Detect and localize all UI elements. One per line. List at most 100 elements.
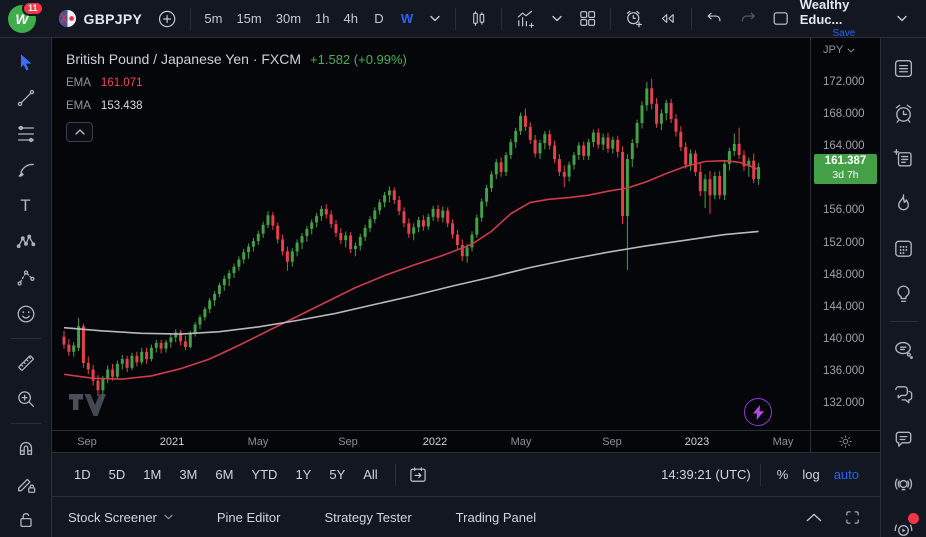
broadcasts-button[interactable] (881, 507, 926, 537)
range-1Y[interactable]: 1Y (295, 467, 312, 482)
fullscreen-button[interactable] (841, 506, 864, 529)
candle (232, 266, 236, 274)
compare-add-symbol-button[interactable] (150, 5, 184, 33)
candle (266, 215, 270, 225)
range-5D[interactable]: 5D (108, 467, 126, 482)
economic-calendar-button[interactable] (881, 226, 926, 271)
ema-legend-row[interactable]: EMA 153.438 (66, 98, 407, 113)
tab-strategy-tester[interactable]: Strategy Tester (324, 510, 411, 525)
candle (436, 208, 440, 218)
interval-4h[interactable]: 4h (343, 11, 358, 26)
create-alert-button[interactable] (617, 5, 651, 33)
my-ideas-button[interactable] (881, 327, 926, 372)
drawing-mode-lock-button[interactable] (8, 466, 44, 502)
redo-button[interactable] (731, 5, 764, 33)
ema-label: EMA (66, 76, 91, 89)
interval-5m[interactable]: 5m (204, 11, 223, 26)
tab-trading-panel[interactable]: Trading Panel (456, 510, 536, 525)
time-label: May (772, 435, 794, 448)
layout-dropdown-button[interactable] (888, 5, 916, 33)
expand-panel-button[interactable] (803, 510, 825, 525)
quick-action-lightning-button[interactable] (744, 398, 772, 426)
layout-name-menu[interactable]: Wealthy Educ... Save (800, 0, 888, 39)
chart-settings-cell[interactable] (810, 431, 880, 452)
range-buttons: 1D 5D 1M 3M 6M YTD 1Y 5Y All (66, 463, 386, 486)
ema-legend-row[interactable]: EMA 161.071 (66, 75, 407, 90)
indicator-templates-button[interactable] (543, 5, 571, 33)
axis-currency-label[interactable]: JPY (823, 44, 855, 56)
go-to-date-button[interactable] (405, 462, 431, 488)
projection-tool-button[interactable] (8, 260, 44, 296)
private-chats-button[interactable] (881, 417, 926, 462)
range-5Y[interactable]: 5Y (329, 467, 346, 482)
clock-utc[interactable]: 14:39:21 (UTC) (661, 467, 751, 482)
layout-square-icon (774, 12, 789, 25)
symbol-title-row[interactable]: British Pound / Japanese Yen · FXCM +1.5… (66, 51, 407, 67)
undo-button[interactable] (698, 5, 731, 33)
live-notification-dot (907, 513, 919, 524)
interval-D[interactable]: D (374, 11, 384, 26)
indicators-button[interactable] (508, 5, 542, 33)
range-All[interactable]: All (363, 467, 378, 482)
interval-15m[interactable]: 15m (236, 11, 262, 26)
interval-dropdown-button[interactable] (421, 5, 449, 33)
log-scale-button[interactable]: log (802, 467, 820, 482)
chart-canvas[interactable] (52, 38, 810, 430)
chevron-down-icon (164, 514, 173, 520)
interval-1h[interactable]: 1h (315, 11, 330, 26)
lock-all-drawings-button[interactable] (8, 502, 44, 537)
range-1D[interactable]: 1D (74, 467, 91, 482)
auto-scale-button[interactable]: auto (833, 467, 859, 482)
symbol-switcher[interactable]: GBPJPY (50, 7, 151, 30)
range-6M[interactable]: 6M (215, 467, 234, 482)
magnet-mode-button[interactable] (8, 430, 44, 466)
streams-button[interactable] (881, 462, 926, 507)
interval-group: 5m 15m 30m 1h 4h D W (197, 5, 421, 33)
notes-button[interactable] (881, 136, 926, 181)
range-YTD[interactable]: YTD (251, 467, 278, 482)
lightning-bolt-icon (752, 404, 764, 420)
watchlist-button[interactable] (881, 46, 926, 91)
ideas-button[interactable] (881, 271, 926, 316)
tab-label: Pine Editor (216, 509, 281, 525)
brush-tool-button[interactable] (8, 152, 44, 188)
tradingview-watermark (68, 393, 106, 422)
layout-grid-button[interactable] (571, 5, 604, 33)
cursor-tool-button[interactable] (8, 44, 44, 80)
candle (679, 131, 683, 148)
percent-scale-button[interactable]: % (776, 467, 789, 482)
range-1M[interactable]: 1M (143, 467, 162, 482)
pencil-lock-icon (17, 478, 35, 493)
price-axis[interactable]: JPY 172.000 168.000 164.000 156.000 152.000 1… (810, 38, 880, 430)
measure-tool-button[interactable] (8, 345, 44, 381)
trend-line-tool-button[interactable] (8, 80, 44, 116)
alerts-button[interactable] (881, 91, 926, 136)
interval-30m[interactable]: 30m (275, 11, 302, 26)
candle (732, 143, 736, 151)
save-button[interactable]: Save (832, 27, 856, 39)
time-axis[interactable]: Sep 2021 May Sep 2022 May Sep 2023 May (52, 431, 810, 452)
text-tool-button[interactable]: T (8, 188, 44, 224)
xabcd-pattern-tool-button[interactable] (8, 224, 44, 260)
chart-style-button[interactable] (462, 5, 495, 33)
public-chats-button[interactable] (881, 372, 926, 417)
chart-plot-area[interactable]: British Pound / Japanese Yen · FXCM +1.5… (52, 38, 810, 430)
fib-retracement-tool-button[interactable] (8, 116, 44, 152)
interval-W[interactable]: W (400, 11, 414, 26)
tab-stock-screener[interactable]: Stock Screener (68, 510, 173, 525)
user-avatar[interactable]: W 11 (8, 0, 44, 34)
toolbar-divider (10, 338, 41, 339)
candle (86, 363, 90, 370)
bottom-panel: Stock Screener Pine Editor Strategy Test… (52, 496, 880, 537)
tab-pine-editor[interactable]: Pine Editor (217, 510, 281, 525)
candle (213, 294, 217, 301)
save-layout-indicator-button[interactable] (764, 5, 797, 33)
candle (179, 332, 183, 342)
zoom-in-tool-button[interactable] (8, 381, 44, 417)
range-3M[interactable]: 3M (179, 467, 198, 482)
candle (353, 245, 357, 249)
emoji-tool-button[interactable] (8, 296, 44, 332)
hotlists-button[interactable] (881, 181, 926, 226)
bar-replay-button[interactable] (651, 5, 684, 33)
collapse-legend-button[interactable] (66, 122, 93, 142)
